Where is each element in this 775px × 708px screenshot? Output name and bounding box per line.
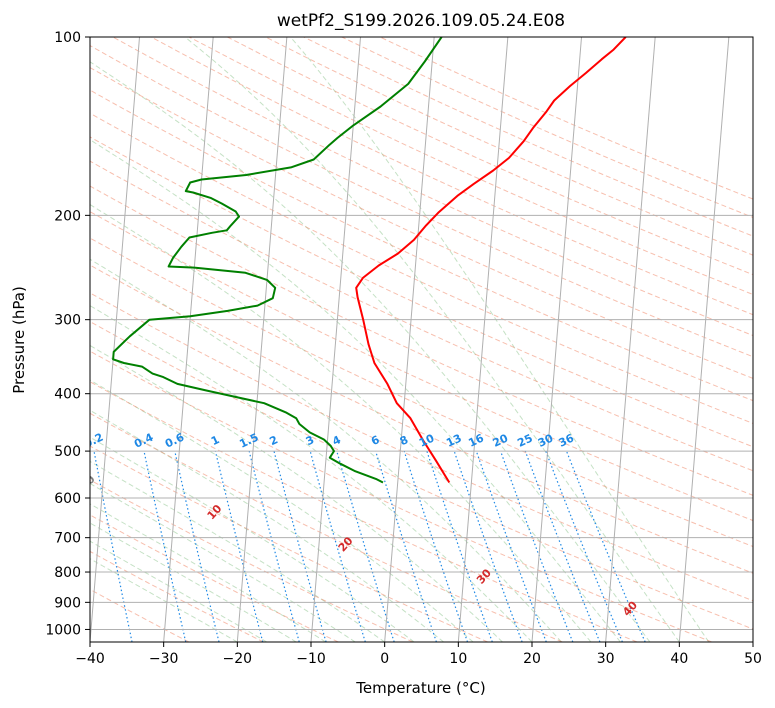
dry-adiabat-line	[90, 588, 190, 642]
moist-adiabat-line	[90, 379, 474, 642]
dry-adiabat-line	[150, 37, 753, 316]
isotherm-gridline	[163, 37, 214, 642]
profile-series	[112, 37, 627, 484]
mixing-ratio-line	[453, 450, 523, 642]
x-tick-label: −20	[223, 651, 253, 667]
dry-adiabats	[90, 37, 753, 642]
y-tick-label: 100	[54, 30, 81, 46]
isobar-gridlines	[90, 37, 753, 630]
dry-adiabat-line	[90, 321, 753, 630]
y-tick-label: 600	[54, 491, 81, 507]
x-tick-label: 50	[744, 651, 762, 667]
chart-title: wetPf2_S199.2026.109.05.24.E08	[277, 11, 565, 31]
dry-adiabat-label: 0	[83, 472, 98, 487]
mixing-ratio-line	[273, 450, 327, 642]
y-tick-label: 300	[54, 313, 81, 329]
mixing-ratio-label: 13	[444, 432, 463, 450]
isotherm-gridline	[457, 37, 509, 642]
x-tick-label: 30	[597, 651, 615, 667]
profile-line	[355, 37, 627, 484]
y-tick-label: 500	[54, 444, 81, 460]
mixing-ratio-label: 20	[491, 431, 511, 449]
x-tick-label: 0	[380, 651, 389, 667]
mixing-ratio-line	[426, 450, 493, 642]
dry-adiabat-line	[90, 550, 264, 642]
x-axis-ticks: −40 −30 −20 −10 0 10 20 30 40 50	[75, 642, 762, 667]
mixing-ratio-label: 36	[557, 431, 577, 449]
x-tick-label: −40	[75, 651, 105, 667]
y-axis-ticks: 100 200 300 400 500 600 700 800 900 1000	[45, 30, 90, 638]
mixing-ratio-line	[403, 450, 469, 642]
moist-adiabat-line	[90, 139, 621, 642]
moist-adiabat-line	[90, 258, 562, 642]
mixing-ratio-line	[248, 450, 300, 642]
mixing-ratio-label: 30	[536, 431, 556, 449]
x-tick-label: −10	[296, 651, 326, 667]
x-tick-label: 10	[449, 651, 467, 667]
moist-adiabat-line	[90, 436, 415, 642]
moist-adiabat-line	[90, 558, 238, 642]
plot-area: -100-90-80-70-60-50-40-30-20-10010203040…	[83, 37, 753, 642]
dry-adiabat-line	[90, 211, 753, 522]
dry-adiabat-line	[112, 37, 753, 337]
isotherm-gridline	[605, 37, 656, 642]
y-tick-label: 900	[54, 595, 81, 611]
mixing-ratio-line	[500, 450, 574, 642]
mixing-ratio-line	[214, 450, 264, 642]
mixing-ratio-line	[524, 450, 601, 642]
x-axis-label: Temperature (°C)	[355, 679, 485, 697]
mixing-ratio-label: 16	[466, 431, 486, 449]
dry-adiabat-line	[90, 381, 638, 642]
mixing-ratio-line	[174, 450, 220, 642]
mixing-ratio-line	[309, 450, 366, 642]
dry-adiabat-line	[90, 412, 563, 642]
y-tick-label: 400	[54, 387, 81, 403]
y-tick-label: 700	[54, 531, 81, 547]
isotherm-gridline	[310, 37, 362, 642]
y-tick-label: 1000	[45, 622, 81, 638]
isotherm-gridline	[678, 37, 730, 642]
dry-adiabat-line	[90, 237, 753, 548]
isotherm-gridline	[531, 37, 583, 642]
y-tick-label: 200	[54, 208, 81, 224]
mixing-ratio-line	[475, 450, 547, 642]
dry-adiabat-line	[90, 292, 753, 602]
x-tick-label: −30	[149, 651, 179, 667]
y-axis-label: Pressure (hPa)	[10, 286, 28, 394]
isotherm-gridlines	[90, 37, 753, 642]
mixing-ratio-label: 10	[417, 431, 437, 449]
profile-line	[112, 37, 443, 484]
isotherm-gridline	[90, 37, 141, 642]
moist-adiabat-line	[90, 305, 533, 642]
mixing-ratio-line	[93, 450, 133, 642]
moist-adiabat-line	[90, 61, 651, 642]
dry-adiabat-line	[188, 37, 753, 296]
x-tick-label: 20	[523, 651, 541, 667]
isotherm-gridline	[236, 37, 288, 642]
x-tick-label: 40	[670, 651, 688, 667]
moist-adiabat-line	[90, 482, 356, 642]
mixing-ratio-line	[143, 450, 187, 642]
dry-adiabat-line	[90, 160, 753, 472]
dry-adiabat-line	[90, 67, 753, 379]
y-tick-label: 800	[54, 565, 81, 581]
mixing-ratio-line	[375, 450, 437, 642]
isotherm-gridline	[384, 37, 435, 642]
moist-adiabat-line	[90, 460, 385, 642]
moist-adiabat-line	[184, 37, 680, 642]
mixing-ratio-line	[545, 450, 623, 642]
mixing-ratio-label: 25	[515, 432, 534, 450]
dry-adiabat-line	[90, 45, 753, 358]
plot-frame	[89, 36, 754, 643]
